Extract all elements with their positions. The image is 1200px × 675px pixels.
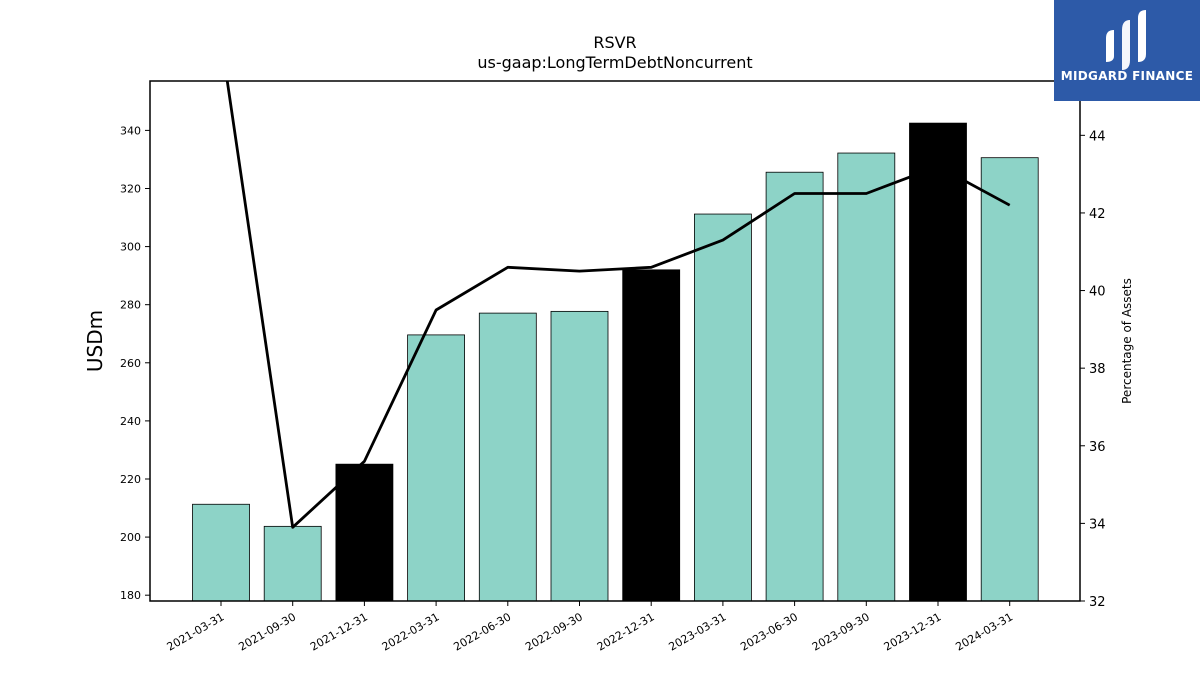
x-tick-label: 2024-03-31	[953, 610, 1015, 653]
y-tick-label: 180	[120, 589, 141, 602]
bar-group	[192, 122, 1039, 602]
y2-axis-label: Percentage of Assets	[1120, 278, 1134, 404]
x-tick-label: 2023-03-31	[667, 610, 729, 653]
y-tick-label: 260	[120, 357, 141, 370]
y2-tick-label: 44	[1089, 129, 1106, 144]
bar	[694, 213, 752, 602]
bar	[765, 171, 824, 602]
brand-logo: MIDGARD FINANCE	[1054, 0, 1200, 101]
y-tick-label: 340	[120, 124, 141, 137]
y2-tick-label: 36	[1089, 440, 1106, 455]
y2-tick-label: 40	[1089, 285, 1106, 300]
line-group	[225, 81, 1011, 529]
y-tick-label: 240	[120, 415, 141, 428]
y-tick-label: 280	[120, 299, 141, 312]
y2-tick-label: 34	[1089, 517, 1106, 532]
y-tick-label: 300	[120, 241, 141, 254]
bar	[478, 312, 537, 602]
y2-tick-label: 42	[1089, 207, 1106, 222]
y-tick-label: 320	[120, 182, 141, 195]
x-tick-label: 2021-12-31	[308, 610, 370, 653]
y-axis-left: 180 200 220 240 260 280 300 320 340	[120, 124, 150, 602]
y-axis-label: USDm	[83, 310, 107, 372]
x-tick-label: 2023-06-30	[738, 610, 800, 653]
x-tick-label: 2022-06-30	[451, 610, 513, 653]
bar	[909, 122, 967, 602]
chart-subtitle: us-gaap:LongTermDebtNoncurrent	[477, 53, 752, 72]
plot-frame	[149, 80, 1081, 602]
logo-text: MIDGARD FINANCE	[1060, 69, 1194, 83]
series-line	[225, 81, 1011, 529]
x-tick-label: 2021-03-31	[165, 610, 227, 653]
y2-tick-label: 38	[1089, 362, 1106, 377]
chart-title: RSVR	[593, 33, 636, 52]
x-tick-label: 2022-12-31	[595, 610, 657, 653]
x-tick-label: 2023-12-31	[882, 610, 944, 653]
bar	[550, 310, 609, 602]
x-tick-label: 2021-09-30	[236, 610, 298, 653]
x-tick-label: 2022-03-31	[380, 610, 442, 653]
logo-mark-icon	[1106, 10, 1146, 70]
x-tick-label: 2022-09-30	[523, 610, 585, 653]
y-tick-label: 200	[120, 531, 141, 544]
y-tick-label: 220	[120, 473, 141, 486]
x-axis: 2021-03-31 2021-09-30 2021-12-31 2022-03-31…	[165, 601, 1015, 654]
bar	[263, 525, 322, 602]
bar	[622, 269, 681, 602]
x-tick-label: 2023-09-30	[810, 610, 872, 653]
y2-tick-label: 32	[1089, 595, 1106, 610]
y-axis-right: 32 34 36 38 40 42 44	[1080, 129, 1106, 610]
bar	[837, 152, 896, 602]
bar	[335, 463, 394, 602]
bar	[980, 157, 1039, 602]
bar	[192, 503, 250, 602]
bar	[407, 334, 466, 602]
